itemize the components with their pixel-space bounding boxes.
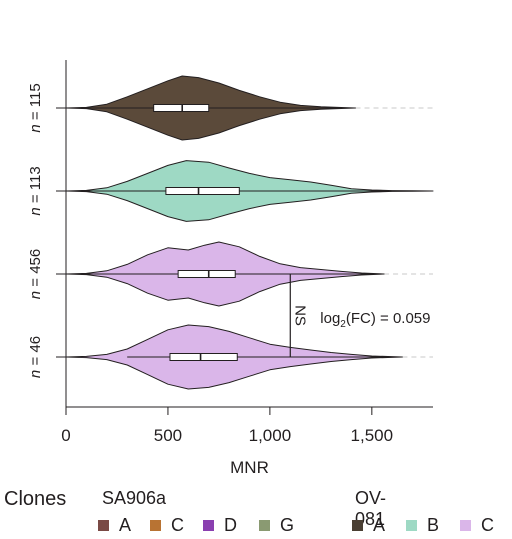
violin-row <box>65 324 433 390</box>
fold-change-label: log2(FC) = 0.059 <box>320 310 430 330</box>
x-axis-label: MNR <box>230 458 269 477</box>
significance-label: NS <box>291 305 308 326</box>
violin-row <box>65 241 433 307</box>
legend-title: Clones <box>4 488 67 510</box>
legend-swatch <box>352 520 363 531</box>
legend-item: A <box>352 515 385 536</box>
legend-label: B <box>427 515 440 535</box>
legend-label: A <box>373 515 386 535</box>
legend-label: C <box>171 515 184 535</box>
axes: 0 500 1,000 1,500 MNR <box>56 60 433 477</box>
row-label: n = 456 <box>27 249 44 299</box>
legend-swatch <box>406 520 417 531</box>
legend-item: C <box>150 515 184 536</box>
legend-label: C <box>481 515 494 535</box>
row-label: n = 46 <box>27 336 44 378</box>
legend-swatch <box>460 520 471 531</box>
box-iqr <box>165 187 240 195</box>
violin-group <box>65 75 434 390</box>
legend-swatch <box>98 520 109 531</box>
legend-label: G <box>280 515 295 535</box>
legend-swatch <box>259 520 270 531</box>
box-iqr <box>177 270 236 278</box>
legend-swatch <box>203 520 214 531</box>
annotation: NS log2(FC) = 0.059 <box>289 274 430 357</box>
legend-item: D <box>203 515 237 536</box>
legend-label: D <box>224 515 237 535</box>
row-label: n = 113 <box>27 166 44 215</box>
legend-item: A <box>98 515 131 536</box>
legend-swatch <box>150 520 161 531</box>
legend-group-sa906a: SA906a <box>102 488 167 508</box>
x-tick-label: 0 <box>61 426 70 445</box>
x-tick-label: 1,000 <box>249 426 292 445</box>
row-labels: n = 115 n = 113 n = 456 n = 46 <box>27 83 44 378</box>
legend-item: B <box>406 515 439 536</box>
violin-row <box>65 160 434 222</box>
legend-label: A <box>119 515 132 535</box>
box-iqr <box>153 104 210 112</box>
legend-item: C <box>460 515 494 536</box>
legend-item: G <box>259 515 294 536</box>
x-tick-label: 500 <box>154 426 182 445</box>
box-iqr <box>169 353 238 361</box>
violin-row <box>65 75 433 141</box>
x-tick-label: 1,500 <box>351 426 394 445</box>
row-label: n = 115 <box>27 83 44 132</box>
